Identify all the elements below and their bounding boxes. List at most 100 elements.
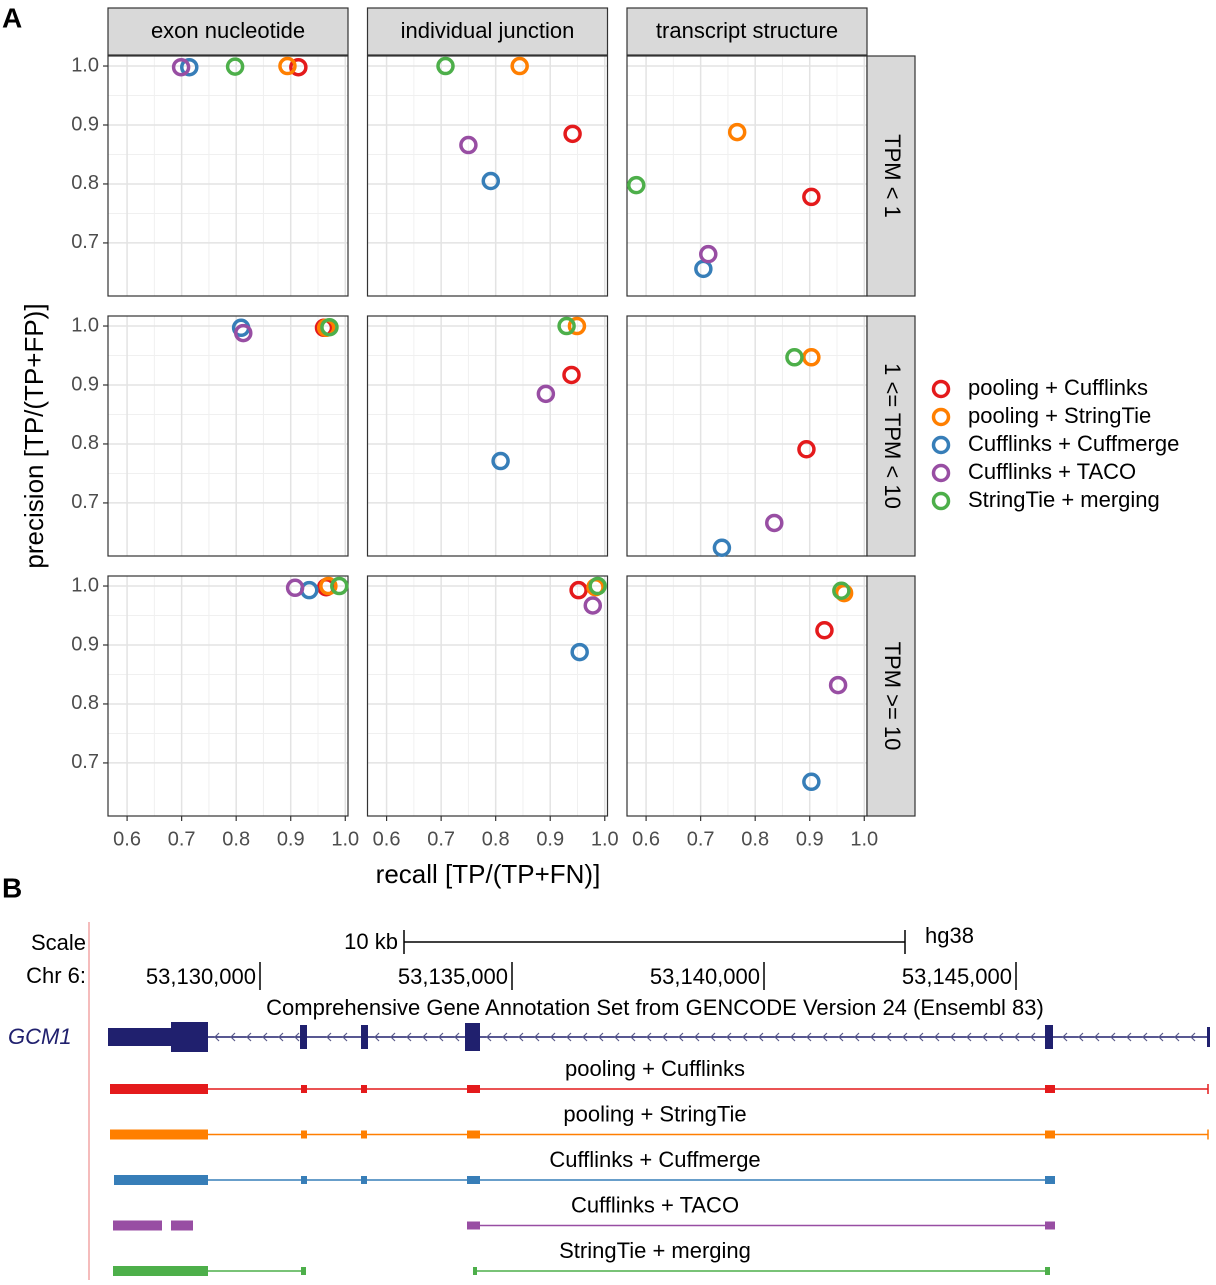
panel-border [366, 55, 609, 297]
intron-arrow [598, 1032, 604, 1042]
point [285, 578, 305, 598]
x-tick-label: 0.8 [222, 828, 250, 850]
exon [467, 1176, 480, 1184]
intron-arrow [1110, 1032, 1116, 1042]
y-tick-label: 0.7 [71, 231, 99, 253]
intron-arrow [486, 1032, 492, 1042]
intron-arrow [582, 1032, 588, 1042]
point [319, 576, 338, 596]
intron-arrow [694, 1032, 700, 1042]
exon [1045, 1221, 1055, 1230]
exon [361, 1176, 367, 1184]
exon [1045, 1176, 1055, 1184]
point [510, 56, 529, 76]
intron-arrow [1062, 1032, 1068, 1042]
panel-background [367, 576, 608, 816]
intron-arrow [662, 1032, 668, 1042]
coordinate-label: 53,145,000 [902, 964, 1012, 989]
exon [301, 1130, 307, 1139]
column-label: exon nucleotide [151, 18, 305, 43]
y-tick-label: 0.7 [71, 491, 99, 513]
intron-arrow [678, 1032, 684, 1042]
point [699, 244, 718, 264]
point [802, 772, 821, 792]
track-title: Comprehensive Gene Annotation Set from G… [266, 995, 1044, 1020]
intron-arrow [1190, 1032, 1196, 1042]
strip [107, 7, 349, 56]
point [563, 124, 582, 144]
intron-arrow [230, 1032, 236, 1042]
panel-border [107, 55, 349, 297]
x-tick-label: 0.9 [536, 828, 564, 850]
point [570, 642, 589, 662]
intron-arrow [502, 1032, 508, 1042]
panel-border [366, 575, 609, 817]
intron-arrow [214, 1032, 220, 1042]
intron-arrow [454, 1032, 460, 1042]
intron-arrow [854, 1032, 860, 1042]
intron-arrow [1158, 1032, 1164, 1042]
x-tick-label: 1.0 [591, 828, 619, 850]
point [225, 57, 245, 76]
legend-marker [931, 435, 951, 455]
column-label: individual junction [401, 18, 575, 43]
exon [1045, 1130, 1055, 1139]
x-tick-label: 0.7 [427, 828, 455, 850]
exon [114, 1175, 208, 1185]
point [802, 187, 821, 207]
x-tick-label: 0.6 [632, 828, 660, 850]
x-tick-label: 0.7 [168, 828, 196, 850]
intron-arrow [326, 1032, 332, 1042]
track-label: StringTie + merging [559, 1238, 751, 1263]
panel-border [366, 315, 609, 557]
point [536, 384, 556, 404]
intron-arrow [390, 1032, 396, 1042]
coordinate-label: 53,140,000 [650, 964, 760, 989]
y-tick-label: 0.9 [71, 633, 99, 655]
intron-arrow [550, 1032, 556, 1042]
gene-name: GCM1 [8, 1024, 72, 1049]
x-tick-label: 0.9 [277, 828, 305, 850]
intron-arrow [278, 1032, 284, 1042]
y-tick-label: 0.9 [71, 113, 99, 135]
panel-label: B [2, 872, 22, 903]
exon [301, 1267, 306, 1275]
point [588, 576, 607, 596]
panel-background [367, 316, 608, 556]
point [569, 580, 588, 600]
intron-arrow [262, 1032, 268, 1042]
exon [110, 1129, 208, 1140]
point [815, 621, 834, 640]
point [289, 57, 308, 77]
intron-arrow [342, 1032, 348, 1042]
y-tick-label: 1.0 [71, 54, 99, 76]
exon [467, 1130, 480, 1139]
panel-label: A [2, 2, 22, 33]
intron-arrow [646, 1032, 652, 1042]
scale-bar [403, 930, 906, 954]
panel-background [108, 316, 348, 556]
intron-arrow [406, 1032, 412, 1042]
y-tick-label: 1.0 [71, 574, 99, 596]
y-tick-label: 0.7 [71, 751, 99, 773]
exon [361, 1085, 367, 1093]
intron-arrow [1094, 1032, 1100, 1042]
panel-border [107, 575, 349, 817]
x-tick-label: 1.0 [850, 828, 878, 850]
intron-arrow [774, 1032, 780, 1042]
intron-arrow [998, 1032, 1004, 1042]
panel-background [108, 56, 348, 296]
exon [467, 1085, 480, 1093]
x-tick-label: 0.8 [482, 828, 510, 850]
exon [110, 1084, 208, 1094]
intron-arrow [742, 1032, 748, 1042]
intron-arrow [1030, 1032, 1036, 1042]
point [557, 316, 576, 336]
coordinate-label: 53,135,000 [398, 964, 508, 989]
exon [467, 1221, 480, 1230]
x-tick-label: 1.0 [331, 828, 359, 850]
panel-background [627, 56, 867, 296]
legend-marker [931, 379, 951, 399]
point [802, 348, 821, 367]
